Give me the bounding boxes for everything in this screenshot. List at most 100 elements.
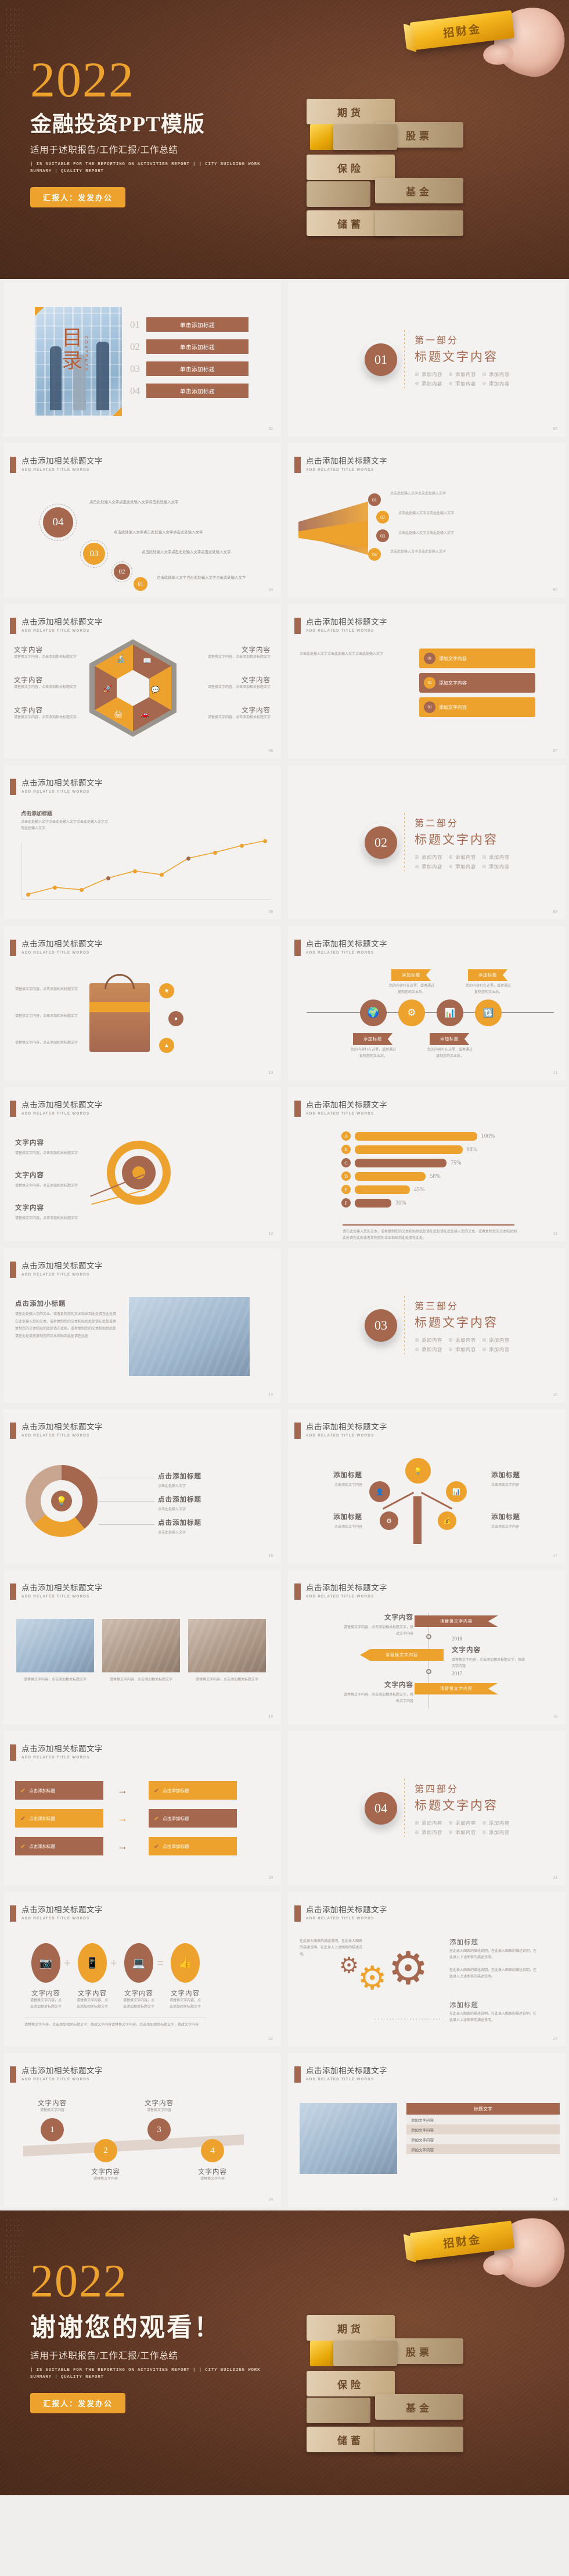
line-point [106,876,110,880]
page-number: 12 [268,1231,273,1236]
compare-row[interactable]: ✔ 点击添加标题 [15,1781,103,1800]
toc-button[interactable]: 单击添加标题 [146,317,249,332]
compare-row[interactable]: ✔ 点击添加标题 [149,1781,237,1800]
slide-steps[interactable]: 点击添加相关标题文字 ADD RELATED TITLE WORDS 🌍 ⚙ 📊… [284,923,569,1084]
zigzag-label-group: 文字内容 请替换文字内容 [29,2098,75,2114]
slide-funnel[interactable]: 点击添加相关标题文字 ADD RELATED TITLE WORDS 01 02… [284,440,569,601]
header-subtitle: ADD RELATED TITLE WORDS [21,789,90,794]
slide-target[interactable]: 点击添加相关标题文字 ADD RELATED TITLE WORDS 文字内容 … [0,1084,284,1245]
page-number: 05 [553,587,558,592]
slide-gears[interactable]: 点击添加相关标题文字 ADD RELATED TITLE WORDS ⚙ ⚙ ⚙… [284,1889,569,2050]
slide-bag[interactable]: 点击添加相关标题文字 ADD RELATED TITLE WORDS ★ ● ▲… [0,923,284,1084]
slide-header: 点击添加相关标题文字 ADD RELATED TITLE WORDS [10,1423,103,1439]
bubble-text-line: 点击此处输入文字点击此处输入文字点击此处输入文字 [89,500,179,504]
card[interactable]: 03 添加文字内容 [419,697,535,717]
slide-header: 点击添加相关标题文字 ADD RELATED TITLE WORDS [294,2066,387,2083]
slide-photo-table[interactable]: 点击添加相关标题文字 ADD RELATED TITLE WORDS 标题文字 … [284,2050,569,2210]
header-subtitle: ADD RELATED TITLE WORDS [306,1594,374,1599]
table-row[interactable]: 添加文字内容 [406,2115,560,2124]
slide-bar-chart[interactable]: 点击添加相关标题文字 ADD RELATED TITLE WORDS A 100%… [284,1084,569,1245]
toc-button[interactable]: 单击添加标题 [146,361,249,376]
header-subtitle: ADD RELATED TITLE WORDS [306,1433,374,1438]
page-number: 24 [553,2197,558,2202]
slide-section-03[interactable]: 03 第三部分 标题文字内容 ※ 添加内容 ※ 添加内容 ※ 添加内容 ※ 添加… [284,1245,569,1406]
table-row[interactable]: 添加文字内容 [406,2144,560,2154]
photo-slide-text: 点击添加小标题 请在此处输入您的文本，或者复制您的文本粘贴到此处请在此处请在此处… [15,1297,117,1341]
hex-label-desc: 请替换文字内容，点击添加相关标题文字 [14,716,77,719]
slide-header: 点击添加相关标题文字 ADD RELATED TITLE WORDS [10,457,103,473]
toc-button[interactable]: 单击添加标题 [146,339,249,354]
section-item: ※ 添加内容 [415,1821,443,1826]
check-icon: ✔ [20,1815,26,1822]
slide-section-02[interactable]: 02 第二部分 标题文字内容 ※ 添加内容 ※ 添加内容 ※ 添加内容 ※ 添加… [284,762,569,923]
slide-section-01[interactable]: 01 第一部分 标题文字内容 ※ 添加内容 ※ 添加内容 ※ 添加内容 ※ 添加… [284,279,569,440]
shopping-bag-icon [89,983,150,1052]
slide-compare[interactable]: 点击添加相关标题文字 ADD RELATED TITLE WORDS ✔ 点击添… [0,1728,284,1889]
toc-number: 04 [130,385,140,396]
toc-item[interactable]: 02 单击添加标题 [130,339,249,354]
slide-zigzag[interactable]: 点击添加相关标题文字 ADD RELATED TITLE WORDS 1 2 3… [0,2050,284,2210]
hex-label-desc: 请替换文字内容，点击添加相关标题文字 [207,655,271,659]
gold-cube [310,2341,337,2366]
slide-cards[interactable]: 点击添加相关标题文字 ADD RELATED TITLE WORDS 点击此处输… [284,601,569,762]
table-row[interactable]: 添加文字内容 [406,2124,560,2134]
section-item: ※ 添加内容 [415,1347,443,1353]
corner-accent-icon [113,407,122,416]
gear-desc: 在此录入图表的描述说明，在此录入图表的描述说明，在此录入上述图表的描述说明。 [449,2012,537,2023]
toc-button[interactable]: 单击添加标题 [146,384,249,398]
page-number: 09 [553,909,558,914]
tree-label: 添加标题 点击添加文字内容 [491,1470,556,1489]
section-items: ※ 添加内容 ※ 添加内容 ※ 添加内容 ※ 添加内容 ※ 添加内容 ※ 添加内… [415,853,510,872]
closing-year: 2022 [30,2256,128,2307]
compare-arrow: → [117,1812,128,1824]
photo-caption: 请替换文字内容，点击添加相关标题文字 [23,1678,87,1682]
lightbulb-icon: 💡 [51,1491,72,1511]
toc-image: 目录 CONTENTS [35,307,122,416]
compare-arrow: → [117,1785,128,1796]
slide-plus-row[interactable]: 点击添加相关标题文字 ADD RELATED TITLE WORDS 📷 + 📱… [0,1889,284,2050]
header-title: 点击添加相关标题文字 [21,2066,103,2075]
gear-medium-icon: ⚙ [358,1959,387,1996]
hex-label-right-2: 文字内容 请替换文字内容，点击添加相关标题文字 [206,675,271,691]
slide-photo-row[interactable]: 点击添加相关标题文字 ADD RELATED TITLE WORDS 请替换文字… [0,1567,284,1728]
plus-label: 文字内容 [31,1990,60,1997]
plus-label: 文字内容 [171,1990,200,1997]
target-text: 文字内容 请替换文字内容，点击添加相关标题文字 [15,1136,84,1158]
slide-header: 点击添加相关标题文字 ADD RELATED TITLE WORDS [294,1101,387,1117]
tree-label-desc: 点击添加文字内容 [491,1525,520,1529]
table-row[interactable]: 添加文字内容 [406,2134,560,2144]
block-wood-c [375,210,463,236]
section-items: ※ 添加内容 ※ 添加内容 ※ 添加内容 ※ 添加内容 ※ 添加内容 ※ 添加内… [415,370,510,389]
hex-label-desc: 请替换文字内容，点击添加相关标题文字 [14,655,77,659]
compare-row[interactable]: ✔ 点击添加标题 [149,1837,237,1855]
slide-hexagon[interactable]: 点击添加相关标题文字 ADD RELATED TITLE WORDS 🔬 📖 💬… [0,601,284,762]
card[interactable]: 02 添加文字内容 [419,673,535,693]
header-accent-bar [10,1583,16,1600]
toc-item[interactable]: 04 单击添加标题 [130,384,249,398]
toc-list: 01 单击添加标题 02 单击添加标题 03 单击添加标题 04 单击添加标题 [130,317,249,406]
compare-row[interactable]: ✔ 点击添加标题 [149,1809,237,1828]
header-accent-bar [294,2066,301,2083]
card[interactable]: 01 添加文字内容 [419,649,535,668]
toc-item[interactable]: 03 单击添加标题 [130,361,249,376]
slide-section-04[interactable]: 04 第四部分 标题文字内容 ※ 添加内容 ※ 添加内容 ※ 添加内容 ※ 添加… [284,1728,569,1889]
slide-photo-text[interactable]: 点击添加相关标题文字 ADD RELATED TITLE WORDS 点击添加小… [0,1245,284,1406]
compare-arrow: → [117,1840,128,1852]
donut-label-desc: 点击此处输入文字 [158,1484,186,1488]
slide-bubbles[interactable]: 点击添加相关标题文字 ADD RELATED TITLE WORDS 04 03… [0,440,284,601]
slide-timeline[interactable]: 点击添加相关标题文字 ADD RELATED TITLE WORDS 请替换文字… [284,1567,569,1728]
timeline-node [426,1669,431,1674]
photo [16,1619,94,1672]
slide-toc[interactable]: 目录 CONTENTS 01 单击添加标题 02 单击添加标题 03 单击添加标… [0,279,284,440]
slide-donut[interactable]: 点击添加相关标题文字 ADD RELATED TITLE WORDS 💡 点击添… [0,1406,284,1567]
slide-line-chart[interactable]: 点击添加相关标题文字 ADD RELATED TITLE WORDS 点击添加标… [0,762,284,923]
tree-leaf-right: 📊 [446,1481,467,1502]
hex-label-title: 文字内容 [14,647,43,654]
compare-row[interactable]: ✔ 点击添加标题 [15,1837,103,1855]
target-text: 文字内容 请替换文字内容，点击添加相关标题文字 [15,1201,84,1223]
slide-tree[interactable]: 点击添加相关标题文字 ADD RELATED TITLE WORDS 💡 👤 📊… [284,1406,569,1567]
compare-row[interactable]: ✔ 点击添加标题 [15,1809,103,1828]
toc-item[interactable]: 01 单击添加标题 [130,317,249,332]
bag-node-icon: ▲ [159,1038,174,1053]
photo-slide-title: 点击添加小标题 [15,1300,66,1307]
